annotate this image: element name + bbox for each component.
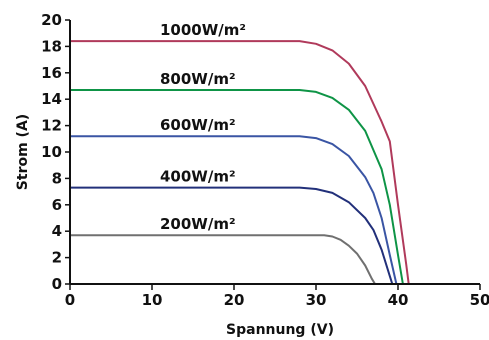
series-label-2: 800W/m² xyxy=(160,70,236,88)
y-tick-label-4: 8 xyxy=(52,169,62,187)
y-tick-label-1: 2 xyxy=(52,249,62,267)
series-label-3: 600W/m² xyxy=(160,116,236,134)
x-axis-label: Spannung (V) xyxy=(226,322,334,338)
series-line-1 xyxy=(70,40,410,285)
y-tick-label-7: 14 xyxy=(41,90,62,108)
y-tick-label-3: 6 xyxy=(52,196,62,214)
series-label-1: 1000W/m² xyxy=(160,21,246,39)
series-line-5 xyxy=(70,234,376,285)
series-line-2 xyxy=(70,89,404,285)
series-label-5: 200W/m² xyxy=(160,215,236,233)
series-layer xyxy=(70,40,410,285)
x-tick-label-3: 30 xyxy=(306,291,327,309)
ticks-layer: 0 2 4 6 8 10 12 14 16 18 20 0 10 20 30 40 50 xyxy=(41,11,489,309)
series-labels: 1000W/m² 800W/m² 600W/m² 400W/m² 200W/m² xyxy=(160,21,246,233)
x-tick-label-1: 10 xyxy=(142,291,163,309)
y-tick-label-8: 16 xyxy=(41,64,62,82)
y-tick-label-0: 0 xyxy=(52,275,62,293)
y-tick-label-6: 12 xyxy=(41,117,62,135)
axes-layer xyxy=(69,20,480,285)
y-tick-label-5: 10 xyxy=(41,143,62,161)
series-label-4: 400W/m² xyxy=(160,168,236,186)
y-axis-label: Strom (A) xyxy=(15,114,31,190)
y-tick-label-9: 18 xyxy=(41,37,62,55)
x-tick-label-4: 40 xyxy=(388,291,409,309)
series-line-3 xyxy=(70,135,398,285)
series-line-4 xyxy=(70,186,394,285)
y-tick-label-10: 20 xyxy=(41,11,62,29)
x-tick-label-0: 0 xyxy=(65,291,75,309)
y-tick-label-2: 4 xyxy=(52,222,62,240)
x-tick-label-5: 50 xyxy=(470,291,489,309)
x-tick-label-2: 20 xyxy=(224,291,245,309)
